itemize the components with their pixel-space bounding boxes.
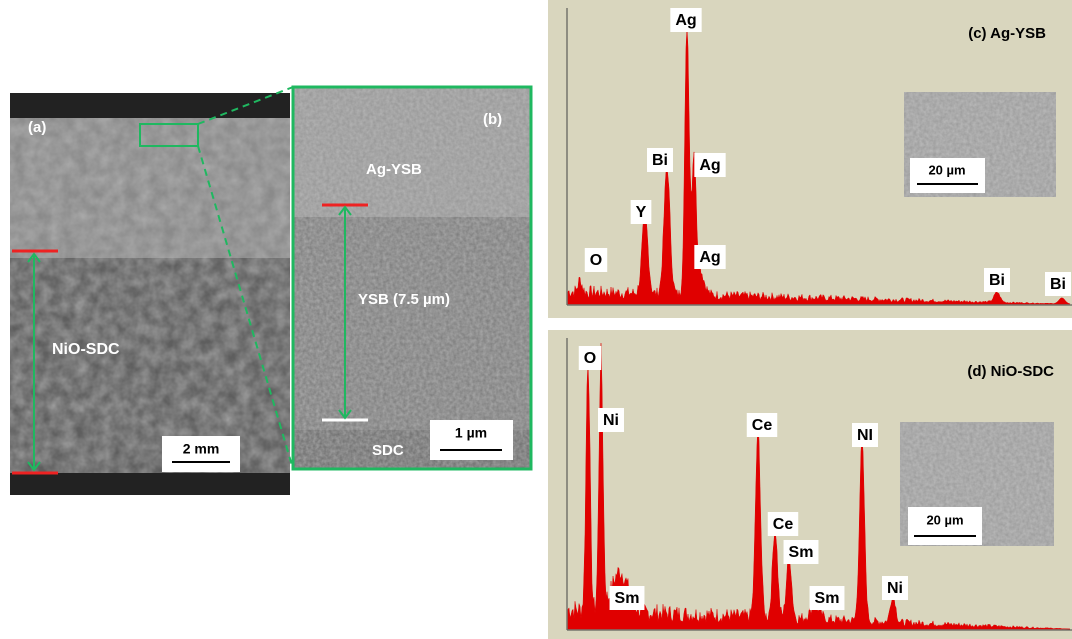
- scale-label: 20 µm: [928, 162, 965, 177]
- panel-label: (d) NiO-SDC: [967, 363, 1054, 380]
- peak-label: Ce: [752, 417, 773, 434]
- peak-label: Ni: [603, 412, 619, 429]
- peak-label: Ag: [675, 12, 696, 29]
- region-label: NiO-SDC: [52, 341, 120, 358]
- peak-label: Y: [636, 204, 647, 221]
- peak-label: Sm: [615, 590, 640, 607]
- peak-label: Bi: [989, 272, 1005, 289]
- peak-label: Bi: [1050, 276, 1066, 293]
- panel-label: (a): [28, 119, 46, 136]
- peak-label: Sm: [815, 590, 840, 607]
- peak-label: Ag: [699, 157, 720, 174]
- peak-label: Ag: [699, 249, 720, 266]
- panel-a: (a) NiO-SDC 2 mm: [10, 87, 293, 495]
- sem-texture: [293, 87, 531, 469]
- scale-label: 1 µm: [455, 425, 487, 441]
- peak-label: O: [584, 350, 596, 367]
- layer-label: YSB (7.5 µm): [358, 291, 450, 308]
- peak-label: Ni: [887, 580, 903, 597]
- panel-label: (c) Ag-YSB: [968, 25, 1046, 42]
- panel-label: (b): [483, 111, 502, 128]
- panel-b: (b) Ag-YSB YSB (7.5 µm) SDC 1 µm: [293, 87, 531, 469]
- peak-label: O: [590, 252, 602, 269]
- panel-d: (d) NiO-SDC 20 µm O Ni Sm Ce Ce Sm Sm NI Ni: [548, 330, 1072, 639]
- figure: (a) NiO-SDC 2 mm (b) Ag-YSB YSB (7.5 µm)…: [0, 0, 1072, 639]
- sem-texture: [10, 118, 290, 473]
- peak-label: NI: [857, 427, 873, 444]
- peak-label: Sm: [789, 544, 814, 561]
- scale-label: 2 mm: [183, 441, 220, 457]
- scale-label: 20 µm: [926, 512, 963, 527]
- layer-label: SDC: [372, 442, 404, 459]
- layer-label: Ag-YSB: [366, 161, 422, 178]
- panel-c: (c) Ag-YSB 20 µm O Y Bi Ag Ag Ag Bi Bi: [548, 0, 1072, 318]
- peak-label: Ce: [773, 516, 794, 533]
- peak-label: Bi: [652, 152, 668, 169]
